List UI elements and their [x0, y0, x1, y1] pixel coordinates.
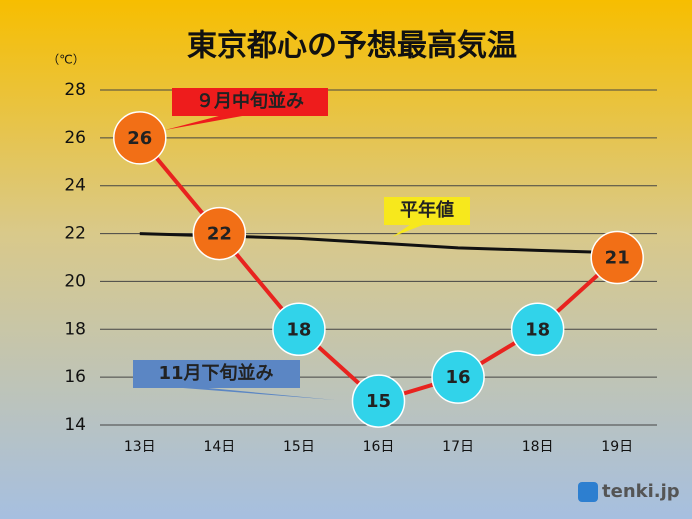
y-tick-label: 28: [64, 80, 86, 100]
chart-title: 東京都心の予想最高気温: [187, 29, 517, 64]
y-tick-label: 22: [64, 224, 86, 244]
data-label: 18: [286, 319, 311, 340]
point: [272, 302, 326, 357]
annotation: ９月中旬並み: [196, 90, 304, 112]
y-tick-label: 26: [64, 128, 86, 148]
y-tick-label: 18: [64, 319, 86, 339]
logo: tenki.jp: [578, 481, 680, 502]
point: [192, 206, 247, 261]
data-label: 21: [605, 248, 630, 269]
logo-text: tenki.jp: [602, 481, 680, 502]
normal-label-box: [384, 197, 470, 237]
data-label: 26: [127, 128, 152, 149]
point: [590, 230, 644, 285]
point: [351, 374, 406, 428]
annotation-box: [165, 88, 328, 130]
y-tick-label: 20: [64, 271, 86, 291]
x-tick-label: 15日: [283, 439, 315, 455]
annotation: 11月下旬並み: [158, 362, 273, 384]
y-tick-label: 24: [64, 176, 86, 196]
annotation-box: [133, 360, 335, 400]
x-tick-label: 13日: [124, 439, 156, 455]
x-tick-label: 16日: [363, 439, 395, 455]
data-label: 22: [207, 224, 232, 245]
point: [113, 111, 167, 165]
y-tick-label: 16: [64, 367, 86, 387]
x-tick-label: 14日: [203, 439, 235, 455]
x-tick-label: 17日: [442, 439, 474, 455]
point: [510, 302, 565, 357]
data-label: 15: [366, 391, 391, 412]
plot: 平年値 ９月中旬並み 11月下旬並み 26 22 18 15 16 18 21: [113, 88, 644, 428]
x-tick-label: 19日: [601, 439, 633, 455]
data-label: 18: [525, 319, 550, 340]
normal-label: 平年値: [400, 199, 454, 221]
x-tick-label: 18日: [522, 439, 554, 455]
y-tick-label: 14: [64, 415, 86, 435]
data-label: 16: [446, 367, 471, 388]
y-axis-label: （℃）: [47, 53, 84, 67]
logo-icon: [578, 482, 598, 502]
point: [431, 350, 485, 404]
